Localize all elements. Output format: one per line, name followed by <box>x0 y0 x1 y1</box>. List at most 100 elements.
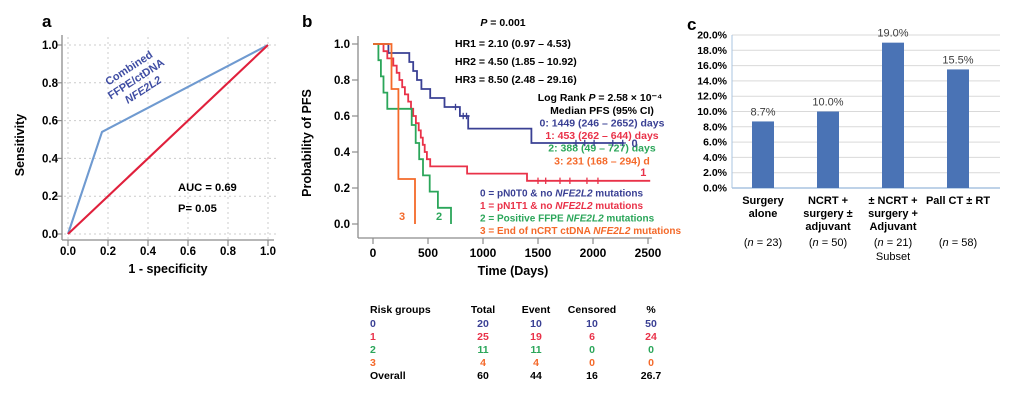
km-series-group0-pN0T0-no-NFE2L2 <box>373 43 624 144</box>
roc-pvalue-annotation: P= 0.05 <box>178 203 217 215</box>
km-pvalue: P = 0.001 <box>480 17 525 29</box>
bar-n-label: (n = 50) <box>809 237 847 249</box>
bar-n-label: (n = 23) <box>744 237 782 249</box>
bar-category-label: Surgery alone <box>742 195 784 220</box>
bar-y-tick-label: 16.0% <box>697 60 727 72</box>
risk-table-header-cell: Censored <box>567 304 617 316</box>
bar-n-label: (n = 21) <box>874 237 912 249</box>
km-legend-line: 0 = pN0T0 & no NFE2L2 mutations <box>480 189 644 200</box>
panel-c-bars: c 0.0% 2.0% 4.0% 6.0% 8.0% 10.0% 12.0% 14.0% 16.… <box>685 4 1018 304</box>
risk-table-cell: 11 <box>477 344 489 356</box>
km-median-line: 2: 388 (49 – 727) days <box>548 143 656 155</box>
risk-table-row: 0 20 10 10 50 <box>370 318 680 331</box>
roc-y-tick-label: 0.4 <box>42 153 59 165</box>
bar-3 <box>947 69 969 188</box>
km-chart: 0.0 0 0.2 500 0.4 1000 0.6 1500 0.8 2000 1.0 2500 Ti… <box>300 17 681 278</box>
risk-table-cell: 3 <box>370 357 376 369</box>
roc-series-chance-reference <box>67 44 269 235</box>
risk-table-cell: Overall <box>370 370 406 382</box>
risk-table-cell: 6 <box>589 331 595 343</box>
risk-table-cell: 11 <box>530 344 542 356</box>
risk-table-cell: 4 <box>480 357 486 369</box>
roc-series-combined-ffpe-ctdna-nfe2l2-roc <box>67 44 269 235</box>
risk-table-cell: 0 <box>589 344 595 356</box>
km-legend-line: 3 = End of nCRT ctDNA NFE2L2 mutations <box>480 226 681 237</box>
bar-y-tick-label: 12.0% <box>697 91 727 103</box>
roc-auc-annotation: AUC = 0.69 <box>178 182 237 194</box>
risk-table-cell: 0 <box>370 318 376 330</box>
km-curve-end-label: 1 <box>640 167 646 179</box>
km-x-axis-title: Time (Days) <box>478 264 549 278</box>
roc-y-tick-label: 0.2 <box>42 191 58 203</box>
roc-x-tick-label: 0.8 <box>220 246 237 258</box>
roc-x-tick-label: 0.4 <box>140 246 157 258</box>
km-y-tick-label: 0.0 <box>334 219 350 231</box>
roc-y-tick-label: 1.0 <box>42 40 58 52</box>
km-hr-line: HR2 = 4.50 (1.85 – 10.92) <box>455 56 577 68</box>
risk-table-header-cell: Risk groups <box>370 304 431 316</box>
km-x-tick-label: 0 <box>370 246 377 260</box>
km-x-tick-label: 2500 <box>635 246 662 260</box>
km-y-tick-label: 0.2 <box>334 183 350 195</box>
risk-table-cell: 24 <box>645 331 657 343</box>
risk-table-cell: 10 <box>530 318 542 330</box>
bar-category-label: Pall CT ± RT <box>926 195 990 207</box>
bar-2 <box>882 42 904 189</box>
km-y-tick-label: 1.0 <box>334 39 350 51</box>
km-hr-line: HR1 = 2.10 (0.97 – 4.53) <box>455 38 571 50</box>
risk-table-cell: 20 <box>477 318 489 330</box>
bar-y-tick-label: 20.0% <box>697 30 727 42</box>
risk-table-row: 1 25 19 6 24 <box>370 331 680 344</box>
km-median-line: 1: 453 (262 – 644) days <box>545 130 658 142</box>
km-median-header: Median PFS (95% CI) <box>550 105 654 117</box>
km-legend-line: 1 = pN1T1 & no NFE2L2 mutations <box>480 201 644 212</box>
bar-chart: 0.0% 2.0% 4.0% 6.0% 8.0% 10.0% 12.0% 14.0% 16.0%… <box>697 28 1000 263</box>
bar-y-tick-label: 2.0% <box>703 167 728 179</box>
risk-table-cell: 19 <box>530 331 542 343</box>
risk-table-row: 3 4 4 0 0 <box>370 357 680 370</box>
risk-table-cell: 0 <box>589 357 595 369</box>
bar-y-tick-label: 18.0% <box>697 45 727 57</box>
km-curve-end-label: 0 <box>632 138 638 150</box>
km-x-tick-label: 2000 <box>580 246 607 260</box>
risk-table-cell: 0 <box>648 357 654 369</box>
roc-y-axis-title: Sensitivity <box>13 114 27 177</box>
panel-b-label: b <box>302 12 313 31</box>
bar-y-tick-label: 0.0% <box>703 183 728 195</box>
roc-x-tick-label: 1.0 <box>260 246 276 258</box>
bar-y-tick-label: 14.0% <box>697 75 727 87</box>
km-y-axis-title: Probability of PFS <box>300 89 314 197</box>
bar-1 <box>817 111 839 188</box>
risk-table-header-cell: Total <box>470 304 496 316</box>
roc-y-tick-label: 0.6 <box>42 116 58 128</box>
roc-y-tick-label: 0.8 <box>42 78 59 90</box>
risk-table-cell: 26.7 <box>640 370 662 382</box>
km-median-line: 3: 231 (168 – 294) d <box>554 155 650 167</box>
panel-b-km: b 0.0 0 0.2 500 0.4 1000 0.6 1500 0.8 2000 1.0 2500… <box>300 0 685 406</box>
panel-a-roc: a 0.0 0.0 0.2 0.2 0.4 0.4 0.6 0.6 0.8 0.8 1.0 1.0 Co… <box>8 4 300 304</box>
roc-x-tick-label: 0.0 <box>60 246 76 258</box>
roc-x-axis-title: 1 - specificity <box>128 262 207 276</box>
km-legend-line: 2 = Positive FFPE NFE2L2 mutations <box>480 214 655 225</box>
risk-table-cell: 44 <box>530 370 542 382</box>
bar-value-label: 8.7% <box>750 106 775 118</box>
bar-n-label: (n = 58) <box>939 237 977 249</box>
roc-y-tick-label: 0.0 <box>42 229 58 241</box>
risk-table-cell: 4 <box>533 357 539 369</box>
km-y-tick-label: 0.6 <box>334 111 350 123</box>
risk-table-header-cell: % <box>646 304 656 316</box>
km-series-group3-end-of-nCRT-ctDNA-NFE2L2 <box>373 43 416 224</box>
km-x-tick-label: 1000 <box>470 246 497 260</box>
panel-a-label: a <box>42 12 52 31</box>
km-y-tick-label: 0.8 <box>334 75 351 87</box>
risk-table-cell: 25 <box>477 331 489 343</box>
risk-table-row: Overall 60 44 16 26.7 <box>370 370 680 383</box>
risk-table: Risk groups Total Event Censored% 0 20 10 10 50 1… <box>370 304 680 383</box>
bar-value-label: 19.0% <box>877 28 908 40</box>
panel-c-label: c <box>687 15 697 34</box>
km-y-tick-label: 0.4 <box>334 147 351 159</box>
bar-category-label: ± NCRT + surgery + Adjuvant <box>868 195 918 233</box>
bar-y-tick-label: 10.0% <box>697 106 727 118</box>
